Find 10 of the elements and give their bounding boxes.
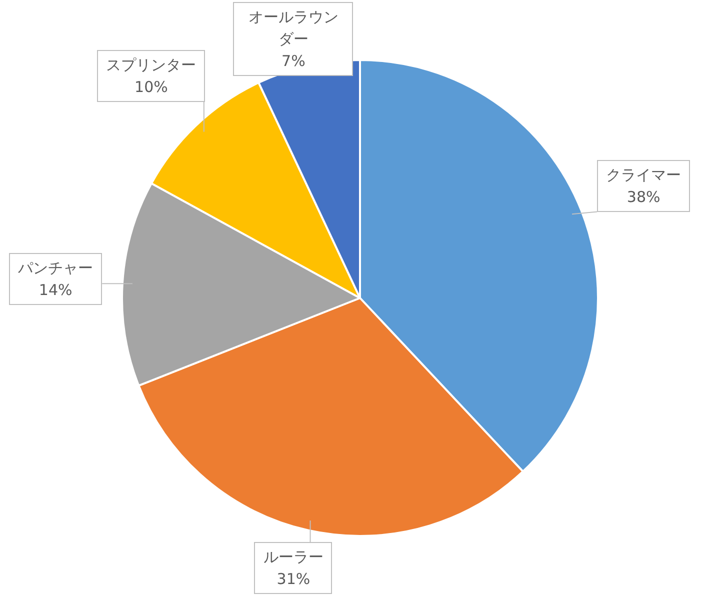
slice-label: クライマー [606, 164, 682, 186]
data-label: 7% [280, 51, 306, 72]
data-label: 14% [38, 280, 74, 301]
data-label: 38% [626, 186, 662, 208]
slice-label: オールラウンダー [247, 7, 340, 50]
data-label: 10% [134, 76, 169, 98]
slice-label: パンチャー [18, 258, 94, 279]
slice-label: スプリンター [106, 54, 196, 76]
data-label: 31% [276, 569, 312, 590]
slice-label: ルーラー [263, 547, 324, 568]
